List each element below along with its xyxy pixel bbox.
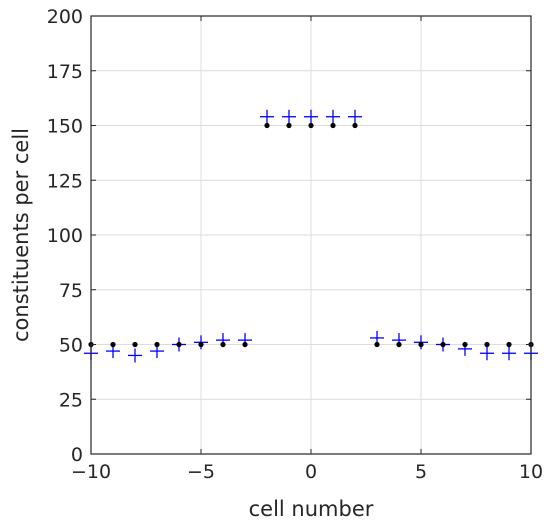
dot-marker	[484, 341, 490, 348]
y-tick-label: 150	[47, 116, 83, 138]
dot-marker	[308, 122, 314, 129]
x-axis-label: cell number	[249, 497, 374, 521]
plus-marker	[326, 109, 340, 124]
plus-marker	[348, 109, 362, 124]
y-tick-label: 175	[47, 61, 83, 83]
plus-marker	[260, 109, 274, 124]
dot-marker	[506, 341, 512, 348]
y-axis-label: constituents per cell	[9, 128, 33, 342]
dot-marker	[198, 341, 204, 348]
dot-marker	[286, 122, 292, 129]
y-tick-label: 50	[59, 335, 83, 357]
dot-marker	[264, 122, 270, 129]
dot-marker	[352, 122, 358, 129]
dot-marker	[154, 341, 160, 348]
y-tick-label: 125	[47, 170, 83, 192]
dot-marker	[396, 341, 402, 348]
plus-marker	[282, 109, 296, 124]
x-tick-label: −10	[71, 461, 111, 483]
plus-marker	[502, 346, 516, 361]
dot-marker	[330, 122, 336, 129]
x-tick-label: 5	[415, 461, 427, 483]
x-tick-label: 10	[519, 461, 543, 483]
plus-marker	[128, 348, 142, 363]
dot-marker	[110, 341, 116, 348]
dot-marker	[132, 341, 138, 348]
y-tick-label: 100	[47, 225, 83, 247]
dot-marker	[242, 341, 248, 348]
x-tick-label: 0	[305, 461, 317, 483]
dot-marker	[462, 341, 468, 348]
dot-marker	[440, 341, 446, 348]
dot-marker	[220, 341, 226, 348]
y-tick-label: 25	[59, 389, 83, 411]
x-tick-label: −5	[187, 461, 215, 483]
dot-marker	[374, 341, 380, 348]
plus-marker	[304, 109, 318, 124]
dot-marker	[418, 341, 424, 348]
y-tick-label: 200	[47, 6, 83, 28]
plus-marker	[480, 346, 494, 361]
grid	[91, 16, 531, 454]
y-tick-label: 75	[59, 280, 83, 302]
dot-marker	[176, 341, 182, 348]
y-tick-label: 0	[71, 444, 83, 466]
